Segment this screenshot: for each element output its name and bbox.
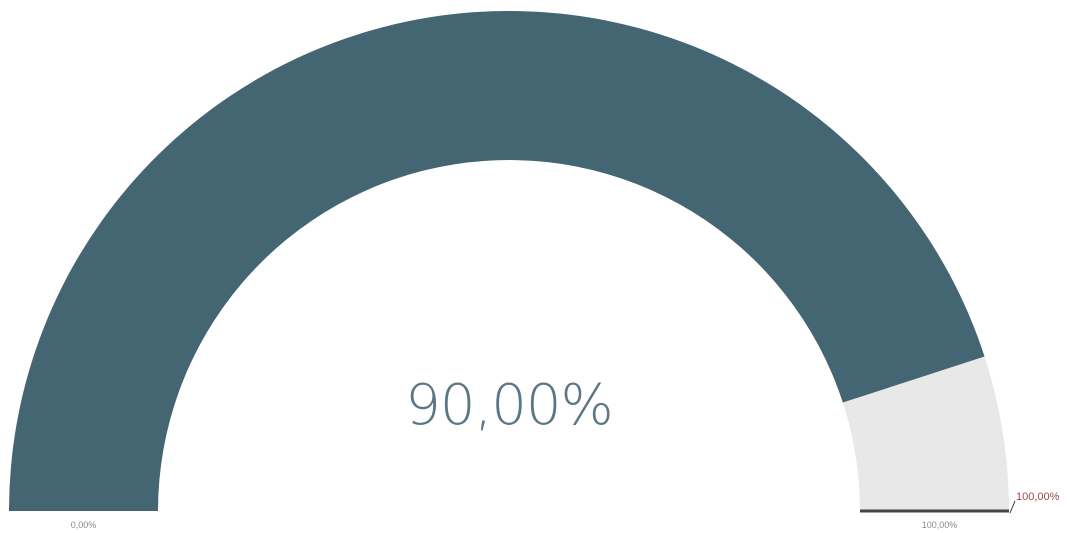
gauge-target-label: 100,00% (1016, 491, 1060, 503)
target-leader-line (1009, 500, 1016, 514)
gauge-min-label: 0,00% (71, 520, 97, 530)
gauge-value-label: 90,00% (405, 373, 613, 438)
gauge-fill (9, 10, 985, 511)
gauge-max-label: 100,00% (922, 520, 958, 530)
